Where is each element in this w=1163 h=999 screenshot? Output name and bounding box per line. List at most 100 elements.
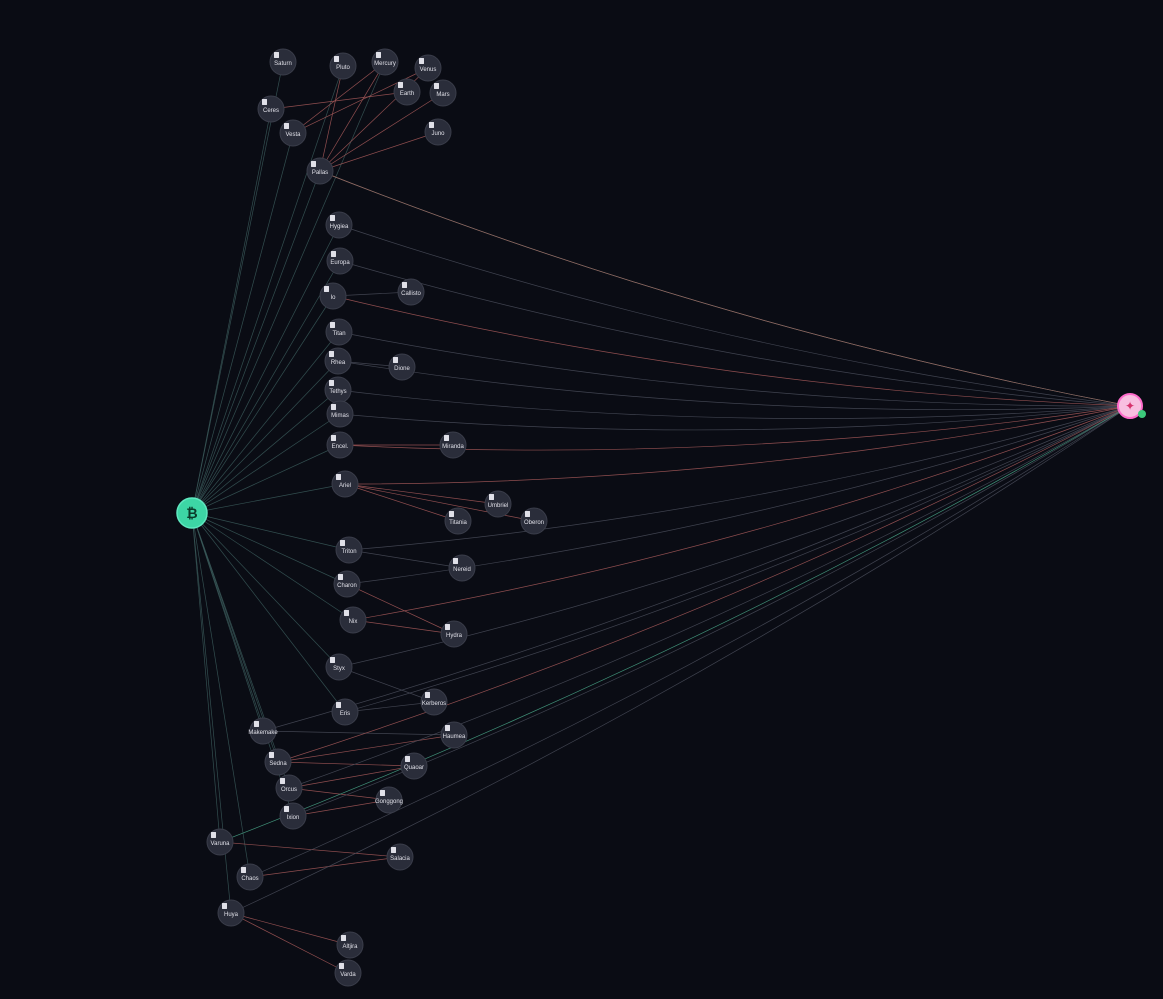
- node-circle[interactable]: [207, 829, 233, 855]
- graph-node[interactable]: Titan: [326, 319, 352, 345]
- edge: [192, 261, 340, 513]
- graph-node[interactable]: Orcus: [276, 775, 302, 801]
- node-circle[interactable]: [332, 699, 358, 725]
- network-graph[interactable]: Saturn Pluto Mercury VenusEarth Mars CeresVes…: [0, 0, 1163, 999]
- node-circle[interactable]: [258, 96, 284, 122]
- node-circle[interactable]: [337, 932, 363, 958]
- node-circle[interactable]: [330, 53, 356, 79]
- node-circle[interactable]: [421, 689, 447, 715]
- graph-node[interactable]: Europa: [327, 248, 353, 274]
- node-circle[interactable]: [237, 864, 263, 890]
- graph-node[interactable]: Nereid: [449, 555, 475, 581]
- node-circle[interactable]: [398, 279, 424, 305]
- graph-node[interactable]: Styx: [326, 654, 352, 680]
- graph-node[interactable]: Triton: [336, 537, 362, 563]
- graph-node[interactable]: Ceres: [258, 96, 284, 122]
- hub-right[interactable]: ✦: [1118, 394, 1146, 418]
- graph-node[interactable]: Pallas: [307, 158, 333, 184]
- graph-node[interactable]: Saturn: [270, 49, 296, 75]
- node-circle[interactable]: [270, 49, 296, 75]
- node-circle[interactable]: [307, 158, 333, 184]
- graph-node[interactable]: Oberon: [521, 508, 547, 534]
- node-circle[interactable]: [265, 749, 291, 775]
- node-circle[interactable]: [326, 319, 352, 345]
- graph-node[interactable]: Varuna: [207, 829, 233, 855]
- graph-node[interactable]: Huya: [218, 900, 244, 926]
- graph-node[interactable]: Titania: [445, 508, 471, 534]
- graph-node[interactable]: Salacia: [387, 844, 413, 870]
- node-circle[interactable]: [485, 491, 511, 517]
- graph-node[interactable]: Eris: [332, 699, 358, 725]
- node-circle[interactable]: [372, 49, 398, 75]
- graph-node[interactable]: Mercury: [372, 49, 398, 75]
- graph-node[interactable]: Mimas: [327, 401, 353, 427]
- node-circle[interactable]: [325, 377, 351, 403]
- node-circle[interactable]: [327, 248, 353, 274]
- graph-node[interactable]: Ariel: [332, 471, 358, 497]
- node-circle[interactable]: [332, 471, 358, 497]
- node-circle[interactable]: [280, 120, 306, 146]
- node-circle[interactable]: [218, 900, 244, 926]
- graph-node[interactable]: Varda: [335, 960, 361, 986]
- node-circle[interactable]: [401, 753, 427, 779]
- graph-node[interactable]: Kerberos: [421, 689, 447, 715]
- graph-node[interactable]: Gonggong: [375, 787, 403, 813]
- node-circle[interactable]: [336, 537, 362, 563]
- node-circle[interactable]: [327, 401, 353, 427]
- graph-node[interactable]: Dione: [389, 354, 415, 380]
- graph-node[interactable]: Ixion: [280, 803, 306, 829]
- node-circle[interactable]: [335, 960, 361, 986]
- graph-node[interactable]: Sedna: [265, 749, 291, 775]
- graph-node[interactable]: Callisto: [398, 279, 424, 305]
- node-circle[interactable]: [415, 55, 441, 81]
- node-circle[interactable]: [326, 212, 352, 238]
- node-circle[interactable]: [445, 508, 471, 534]
- node-circle[interactable]: [449, 555, 475, 581]
- node-circle[interactable]: [389, 354, 415, 380]
- graph-node[interactable]: Haumea: [441, 722, 467, 748]
- node-circle[interactable]: [376, 787, 402, 813]
- node-circle[interactable]: [320, 283, 346, 309]
- graph-node[interactable]: Earth: [394, 79, 420, 105]
- graph-node[interactable]: Venus: [415, 55, 441, 81]
- file-icon: [284, 123, 289, 129]
- node-circle[interactable]: [276, 775, 302, 801]
- graph-node[interactable]: Umbriel: [485, 491, 511, 517]
- graph-node[interactable]: Encel.: [327, 432, 353, 458]
- node-circle[interactable]: [440, 432, 466, 458]
- node-circle[interactable]: [387, 844, 413, 870]
- node-circle[interactable]: [340, 607, 366, 633]
- node-circle[interactable]: [334, 571, 360, 597]
- graph-node[interactable]: Altjira: [337, 932, 363, 958]
- node-circle[interactable]: [441, 722, 467, 748]
- edge: [271, 92, 407, 109]
- node-circle[interactable]: [425, 119, 451, 145]
- node-circle[interactable]: [326, 654, 352, 680]
- graph-node[interactable]: Pluto: [330, 53, 356, 79]
- graph-node[interactable]: Quaoar: [401, 753, 427, 779]
- node-circle[interactable]: [394, 79, 420, 105]
- graph-node[interactable]: Io: [320, 283, 346, 309]
- edge: [340, 261, 1130, 406]
- graph-node[interactable]: Hygiea: [326, 212, 352, 238]
- node-circle[interactable]: [441, 621, 467, 647]
- graph-node[interactable]: Charon: [334, 571, 360, 597]
- graph-node[interactable]: Miranda: [440, 432, 466, 458]
- graph-node[interactable]: Tethys: [325, 377, 351, 403]
- graph-node[interactable]: Makemake: [248, 718, 278, 744]
- graph-node[interactable]: Juno: [425, 119, 451, 145]
- node-circle[interactable]: [250, 718, 276, 744]
- hub-left[interactable]: ₿: [177, 498, 207, 528]
- graph-node[interactable]: Mars: [430, 80, 456, 106]
- node-circle[interactable]: [327, 432, 353, 458]
- node-circle[interactable]: [521, 508, 547, 534]
- graph-node[interactable]: Vesta: [280, 120, 306, 146]
- graph-node[interactable]: Nix: [340, 607, 366, 633]
- graph-node[interactable]: Chaos: [237, 864, 263, 890]
- graph-node[interactable]: Hydra: [441, 621, 467, 647]
- node-circle[interactable]: [430, 80, 456, 106]
- node-circle[interactable]: [280, 803, 306, 829]
- graph-node[interactable]: Rhea: [325, 348, 351, 374]
- edge: [192, 513, 220, 842]
- node-circle[interactable]: [325, 348, 351, 374]
